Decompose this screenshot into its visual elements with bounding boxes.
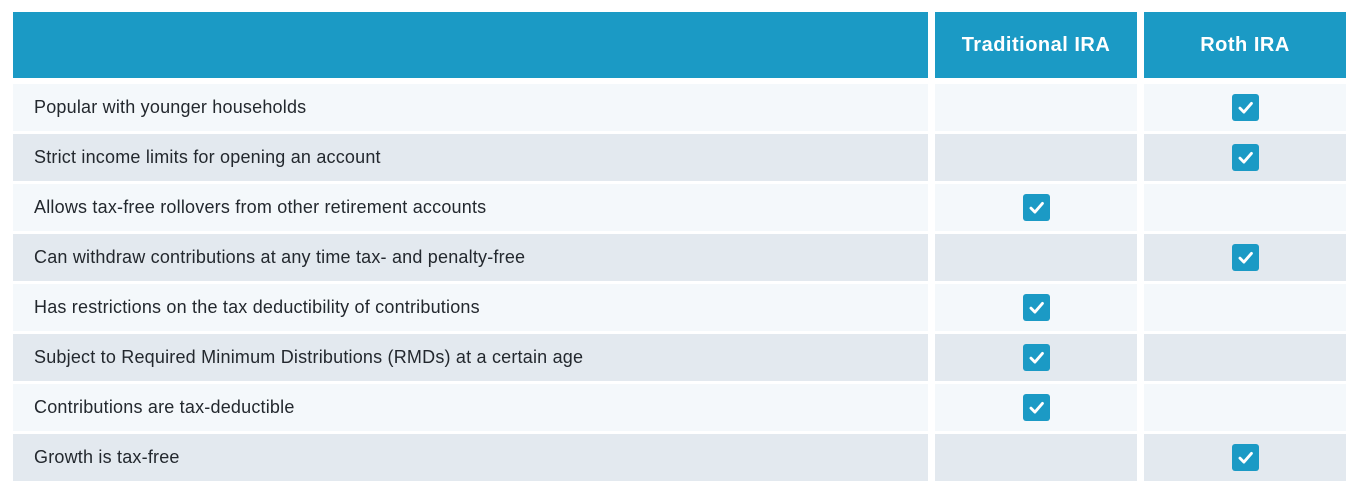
check-icon bbox=[1231, 94, 1259, 121]
table-row: Growth is tax-free bbox=[13, 434, 1346, 481]
roth-cell bbox=[1144, 434, 1346, 481]
traditional-cell bbox=[935, 184, 1137, 231]
table-row: Popular with younger households bbox=[13, 84, 1346, 131]
header-cell-traditional-ira: Traditional IRA bbox=[935, 12, 1137, 78]
ira-comparison-table: Traditional IRA Roth IRA Popular with yo… bbox=[13, 12, 1346, 484]
traditional-cell bbox=[935, 384, 1137, 431]
check-icon bbox=[1022, 194, 1050, 221]
roth-cell bbox=[1144, 284, 1346, 331]
roth-cell bbox=[1144, 184, 1346, 231]
feature-label: Has restrictions on the tax deductibilit… bbox=[34, 297, 480, 317]
table-body: Popular with younger households Strict i… bbox=[13, 84, 1346, 481]
check-icon bbox=[1022, 394, 1050, 421]
traditional-cell bbox=[935, 84, 1137, 131]
check-icon bbox=[1231, 244, 1259, 271]
roth-cell bbox=[1144, 234, 1346, 281]
roth-cell bbox=[1144, 134, 1346, 181]
feature-label: Allows tax-free rollovers from other ret… bbox=[34, 197, 487, 217]
table-row: Contributions are tax-deductible bbox=[13, 384, 1346, 431]
header-cell-feature bbox=[13, 12, 928, 78]
traditional-cell bbox=[935, 134, 1137, 181]
feature-label: Strict income limits for opening an acco… bbox=[34, 147, 381, 167]
table-row: Subject to Required Minimum Distribution… bbox=[13, 334, 1346, 381]
header-cell-roth-ira: Roth IRA bbox=[1144, 12, 1346, 78]
feature-label: Subject to Required Minimum Distribution… bbox=[34, 347, 584, 367]
check-icon bbox=[1231, 444, 1259, 471]
feature-label: Can withdraw contributions at any time t… bbox=[34, 247, 526, 267]
traditional-cell bbox=[935, 284, 1137, 331]
table-row: Can withdraw contributions at any time t… bbox=[13, 234, 1346, 281]
table-row: Allows tax-free rollovers from other ret… bbox=[13, 184, 1346, 231]
check-icon bbox=[1022, 344, 1050, 371]
roth-cell bbox=[1144, 384, 1346, 431]
traditional-cell bbox=[935, 434, 1137, 481]
feature-label: Contributions are tax-deductible bbox=[34, 397, 295, 417]
feature-label: Popular with younger households bbox=[34, 97, 307, 117]
roth-cell bbox=[1144, 334, 1346, 381]
check-icon bbox=[1022, 294, 1050, 321]
roth-cell bbox=[1144, 84, 1346, 131]
traditional-cell bbox=[935, 234, 1137, 281]
table-row: Strict income limits for opening an acco… bbox=[13, 134, 1346, 181]
traditional-cell bbox=[935, 334, 1137, 381]
check-icon bbox=[1231, 144, 1259, 171]
table-row: Has restrictions on the tax deductibilit… bbox=[13, 284, 1346, 331]
feature-label: Growth is tax-free bbox=[34, 447, 180, 467]
table-header-row: Traditional IRA Roth IRA bbox=[13, 12, 1346, 78]
